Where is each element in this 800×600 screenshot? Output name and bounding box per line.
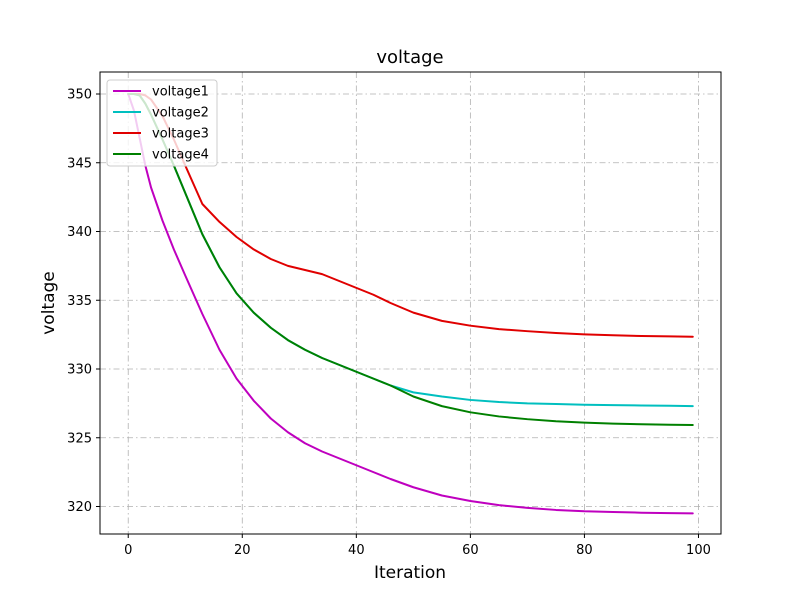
y-axis: 320 325 330 335 340 345 350 [67,88,100,515]
y-tick-label: 330 [67,363,92,378]
y-tick-label: 320 [67,500,92,515]
y-axis-title: voltage [39,271,59,335]
x-tick-label: 60 [462,543,479,558]
plot-area-frame [99,71,722,535]
x-tick-label: 20 [234,543,251,558]
x-axis-title: Iteration [374,563,446,583]
y-tick-label: 350 [67,88,92,103]
x-tick-label: 100 [686,543,711,558]
grid [100,72,721,534]
chart-title: voltage [376,47,443,68]
legend-label-voltage3: voltage3 [152,127,209,142]
y-tick-label: 335 [67,294,92,309]
x-tick-label: 80 [576,543,593,558]
legend-label-voltage1: voltage1 [152,85,209,100]
series-line-voltage1 [127,93,694,515]
x-tick-label: 0 [124,543,132,558]
y-tick-label: 340 [67,225,92,240]
legend-box [106,79,218,167]
x-axis: 0 20 40 60 80 100 [124,534,711,558]
legend: voltage1 voltage2 voltage3 voltage4 [106,79,218,167]
x-tick-label: 40 [348,543,365,558]
legend-label-voltage2: voltage2 [152,106,209,121]
legend-label-voltage4: voltage4 [152,148,209,163]
y-tick-label: 345 [67,156,92,171]
y-tick-label: 325 [67,431,92,446]
